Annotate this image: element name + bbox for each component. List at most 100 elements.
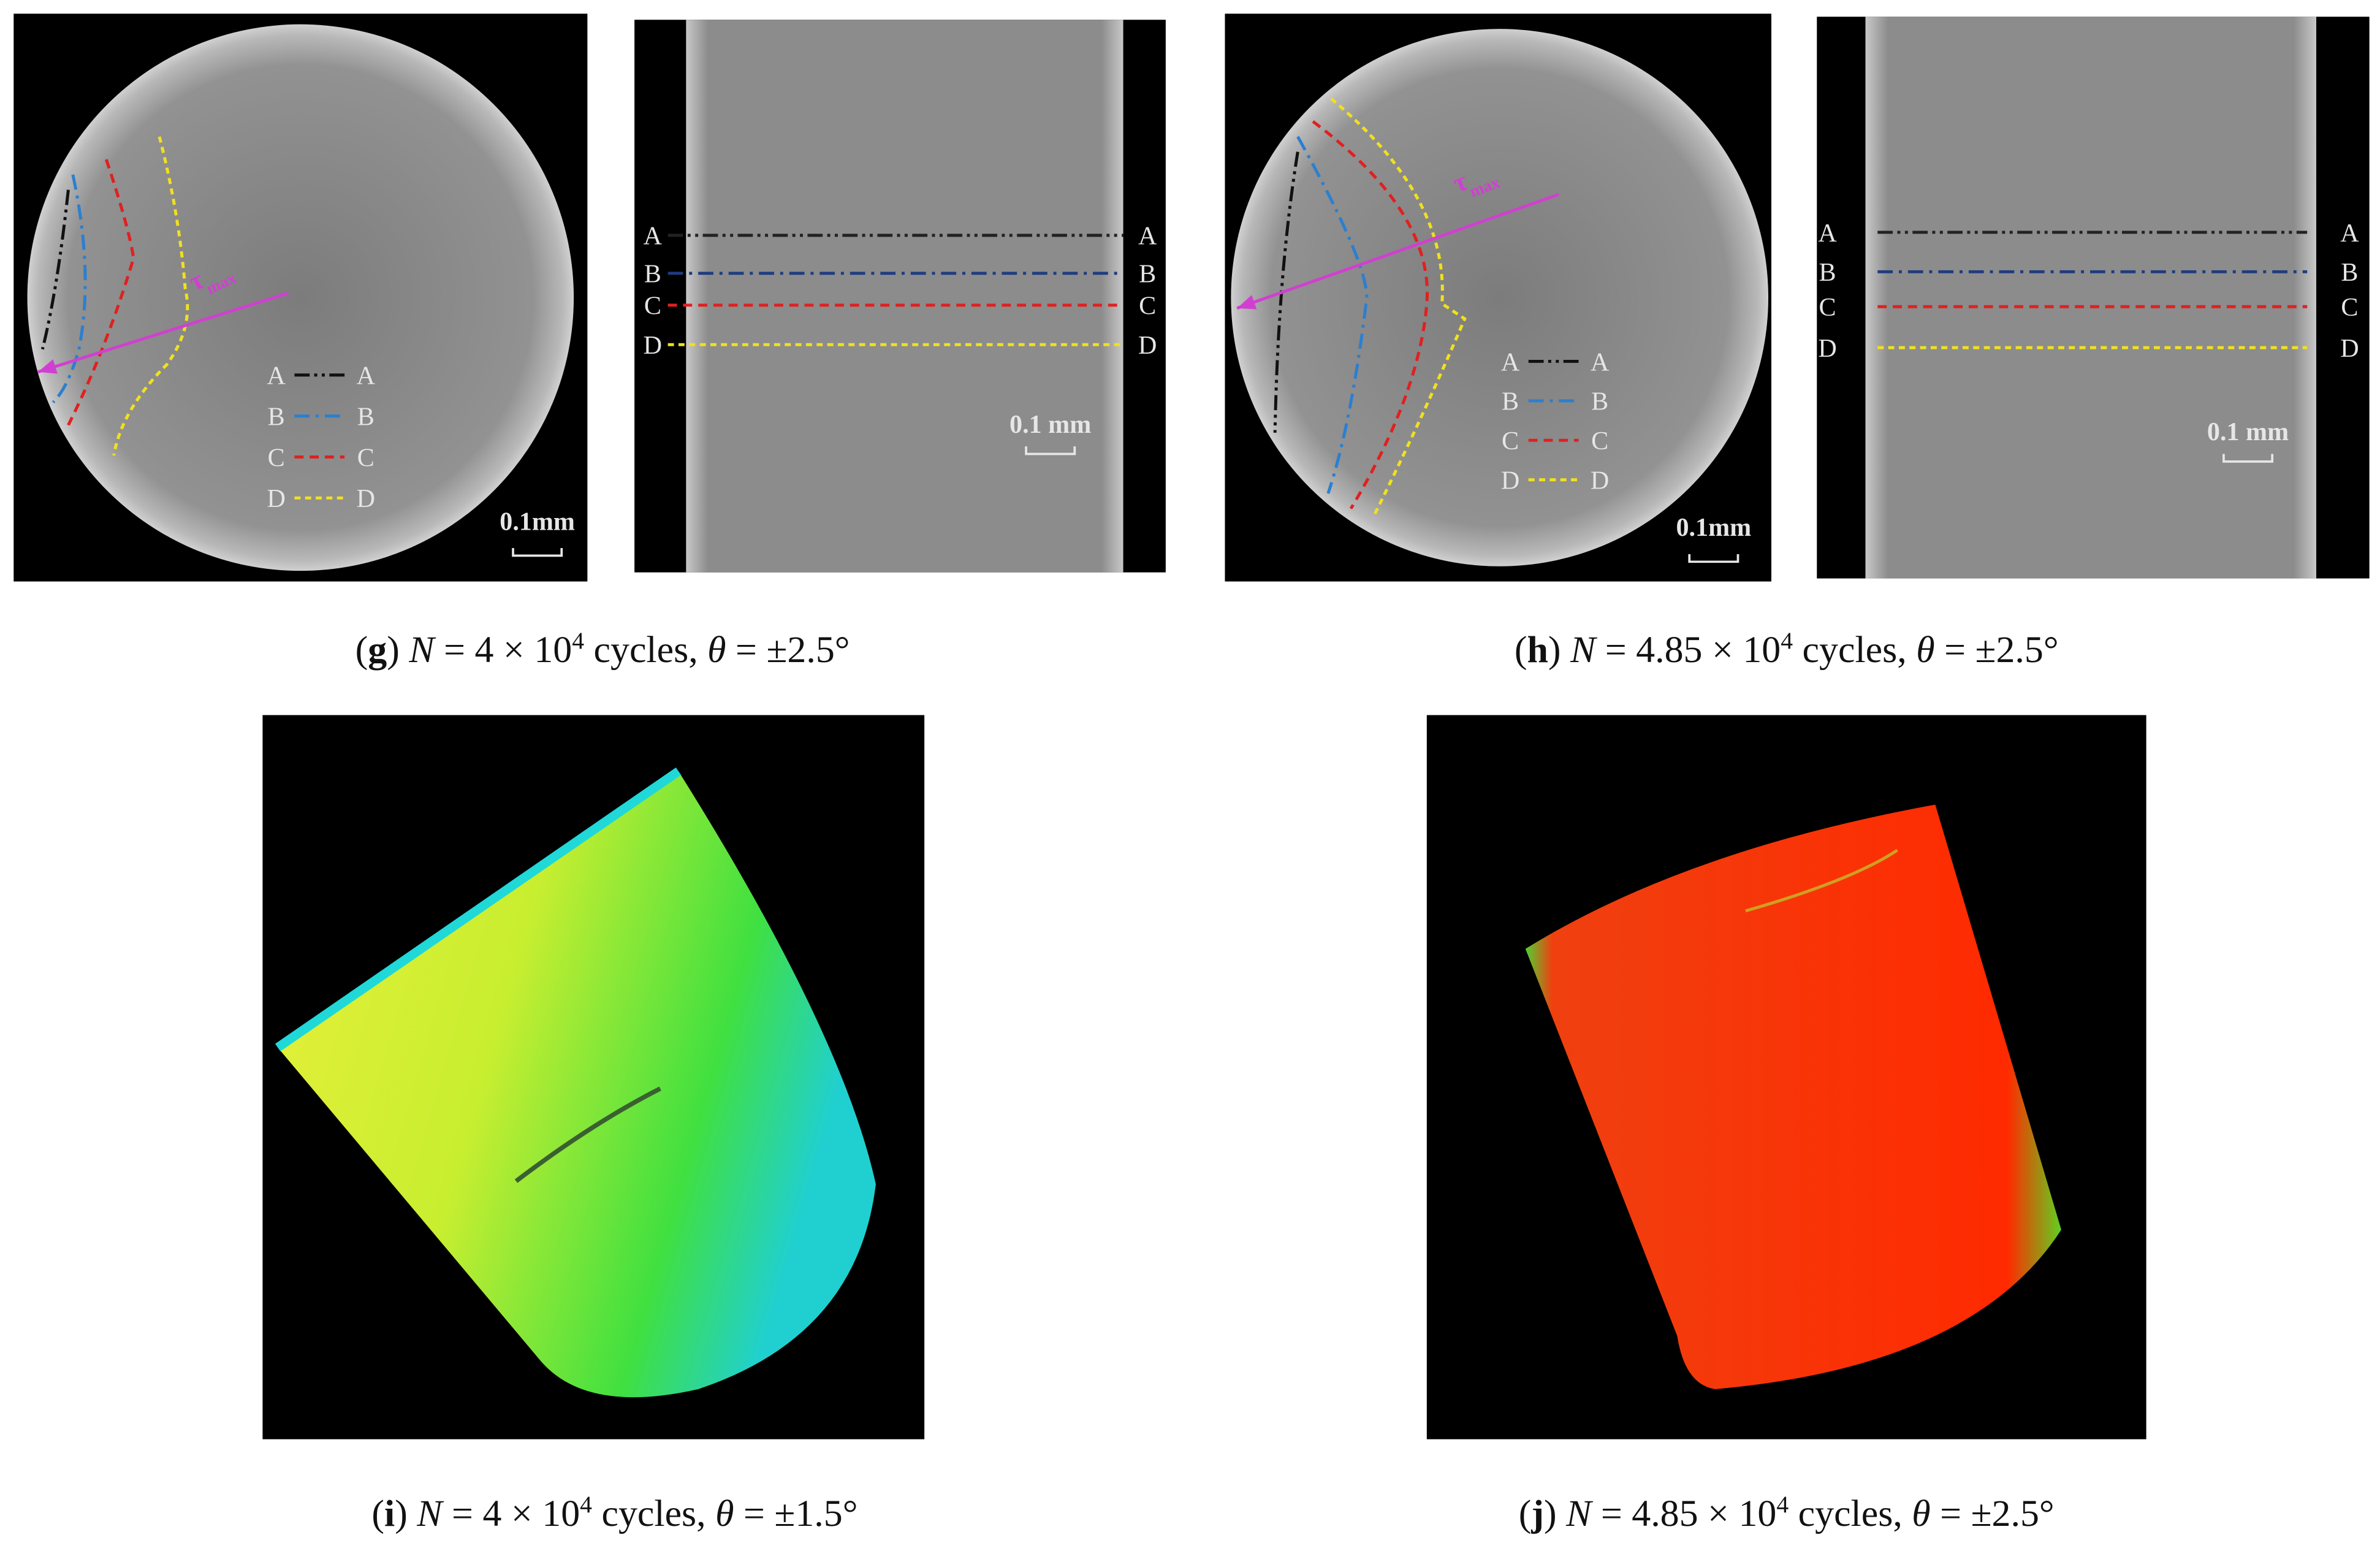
- section-label: A: [1818, 219, 1837, 248]
- boundary-line: [1330, 97, 1467, 517]
- caption-run: ): [387, 629, 409, 671]
- boundary-line: [1296, 135, 1369, 494]
- caption-run: θ: [707, 629, 726, 671]
- caption-run: i: [384, 1493, 395, 1534]
- caption-run: (: [1519, 1493, 1532, 1534]
- section-label: B: [644, 260, 661, 289]
- caption-run: N: [408, 629, 436, 671]
- specimen-render: [278, 771, 876, 1398]
- caption-run: = ±2.5°: [1935, 629, 2059, 671]
- caption-run: ): [395, 1493, 417, 1534]
- scale-bar: [512, 548, 563, 557]
- legend-label: D: [267, 484, 286, 513]
- caption-run: cycles,: [592, 1493, 715, 1534]
- section-label: D: [1818, 334, 1836, 363]
- specimen-edge: [275, 767, 682, 1051]
- caption-run: (: [371, 1493, 384, 1534]
- scale-bar-label: 0.1mm: [500, 507, 575, 536]
- caption-run: 4: [580, 1491, 592, 1518]
- caption-run: N: [416, 1493, 444, 1534]
- specimen-render: [1525, 804, 2061, 1389]
- caption-run: θ: [1916, 629, 1934, 671]
- section-label: C: [1819, 293, 1836, 322]
- crack: [514, 1086, 661, 1183]
- caption-run: θ: [1912, 1493, 1930, 1534]
- caption-run: N: [1565, 1493, 1594, 1534]
- boundary-line: [51, 174, 87, 404]
- caption-run: = 4.85 × 10: [1595, 629, 1781, 671]
- legend-label: D: [1591, 466, 1609, 495]
- section-label: C: [1139, 292, 1156, 321]
- section-label: D: [644, 331, 662, 360]
- legend-label: D: [357, 484, 375, 513]
- caption-run: 4: [572, 627, 584, 654]
- scale-bar: [2222, 454, 2274, 463]
- caption-run: = 4.85 × 10: [1591, 1493, 1776, 1534]
- boundary-line: [1312, 120, 1429, 509]
- specimen: [1865, 17, 2316, 579]
- section-label: B: [1819, 258, 1836, 287]
- cross-section: [1231, 29, 1769, 566]
- scale-bar: [1025, 446, 1076, 455]
- legend-label: B: [1591, 387, 1608, 416]
- caption-run: cycles,: [1789, 1493, 1912, 1534]
- caption-run: j: [1530, 1493, 1544, 1534]
- boundary-line: [67, 159, 135, 426]
- caption: (g) N = 4 × 104 cycles, θ = ±2.5°: [355, 627, 850, 671]
- boundary-line: [40, 189, 70, 350]
- scale-bar-label: 0.1mm: [1676, 513, 1752, 542]
- caption-run: (: [1515, 629, 1527, 671]
- caption-run: cycles,: [584, 629, 707, 671]
- legend-label: C: [1591, 427, 1608, 455]
- scale-bar-label: 0.1 mm: [2207, 417, 2289, 446]
- caption-run: ): [1548, 629, 1570, 671]
- section-label: C: [644, 292, 661, 321]
- caption-run: θ: [715, 1493, 734, 1534]
- caption-run: ): [1544, 1493, 1566, 1534]
- legend-label: C: [357, 443, 374, 472]
- section-label: C: [2341, 293, 2358, 322]
- caption-run: = 4 × 10: [435, 629, 572, 671]
- section-label: A: [644, 222, 663, 251]
- cross-section: [27, 24, 574, 571]
- scale-bar: [1688, 554, 1739, 563]
- crack: [1745, 848, 1898, 913]
- legend-label: D: [1501, 466, 1519, 495]
- caption-run: 4: [1776, 1491, 1789, 1518]
- caption: (j) N = 4.85 × 104 cycles, θ = ±2.5°: [1519, 1491, 2055, 1534]
- legend-label: A: [1501, 348, 1520, 376]
- section-label: A: [1138, 222, 1157, 251]
- section-label: A: [2340, 219, 2359, 248]
- legend-label: A: [357, 362, 376, 391]
- caption-run: = ±1.5°: [734, 1493, 858, 1534]
- caption-run: h: [1527, 629, 1548, 671]
- legend-label: B: [268, 402, 285, 431]
- caption-run: = 4 × 10: [443, 1493, 580, 1534]
- legend-label: C: [1502, 427, 1519, 455]
- tau-arrow: [1236, 192, 1560, 310]
- caption: (h) N = 4.85 × 104 cycles, θ = ±2.5°: [1515, 627, 2059, 671]
- section-label: B: [1139, 260, 1156, 289]
- caption-run: g: [368, 629, 387, 671]
- legend-label: B: [1502, 387, 1519, 416]
- caption-run: 4: [1781, 627, 1793, 654]
- specimen: [686, 20, 1123, 573]
- caption: (i) N = 4 × 104 cycles, θ = ±1.5°: [371, 1491, 857, 1534]
- legend-label: A: [267, 362, 286, 391]
- section-label: D: [1138, 331, 1157, 360]
- caption-run: (: [355, 629, 368, 671]
- section-label: B: [2341, 258, 2358, 287]
- scale-bar-label: 0.1 mm: [1009, 410, 1091, 439]
- boundary-line: [112, 136, 189, 456]
- tau-arrow: [37, 291, 289, 374]
- boundary-line: [1273, 151, 1299, 433]
- tau-arrowhead: [1237, 295, 1257, 310]
- legend-label: C: [268, 443, 285, 472]
- legend-label: B: [357, 402, 374, 431]
- caption-run: cycles,: [1793, 629, 1916, 671]
- caption-run: = ±2.5°: [726, 629, 850, 671]
- caption-run: = ±2.5°: [1931, 1493, 2055, 1534]
- caption-run: N: [1570, 629, 1598, 671]
